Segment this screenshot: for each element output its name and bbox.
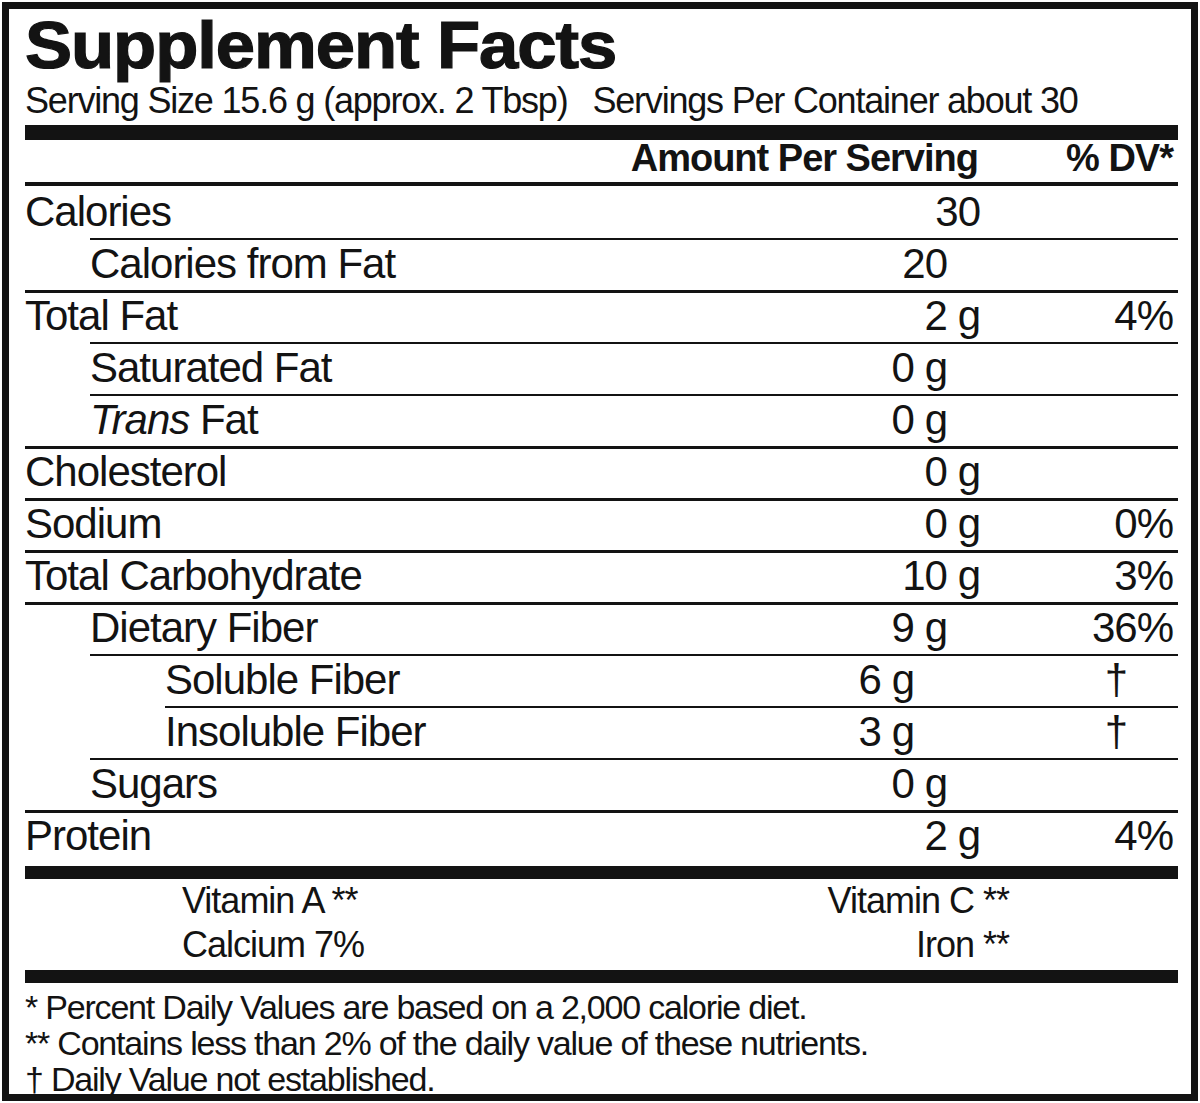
nutrient-label: Soluble Fiber: [165, 654, 399, 706]
table-row: Trans Fat 0 g: [25, 394, 1178, 446]
footnote-line: * Percent Daily Values are based on a 2,…: [25, 989, 1178, 1025]
table-row: Dietary Fiber 9 g 36%: [25, 602, 1178, 654]
table-row: Calories 30: [25, 186, 1178, 238]
serving-size-text: Serving Size 15.6 g (approx. 2 Tbsp): [25, 81, 567, 121]
micronutrient-left: Vitamin A **: [182, 879, 357, 923]
nutrient-amount: 2 g: [925, 810, 980, 862]
table-row: Insoluble Fiber 3 g †: [25, 706, 1178, 758]
nutrient-amount: 20: [902, 238, 947, 290]
micronutrient-right: Iron **: [916, 923, 1009, 967]
nutrient-label: Insoluble Fiber: [165, 706, 425, 758]
table-row: Total Carbohydrate 10 g 3%: [25, 550, 1178, 602]
nutrient-label: Saturated Fat: [90, 342, 331, 394]
table-row: Protein 2 g 4%: [25, 810, 1178, 862]
footnotes-section: * Percent Daily Values are based on a 2,…: [25, 983, 1178, 1097]
nutrient-dv: 4%: [1114, 810, 1173, 862]
nutrient-dv: 3%: [1114, 550, 1173, 602]
dv-column-header: % DV*: [1066, 137, 1173, 180]
nutrient-label: Total Carbohydrate: [25, 550, 362, 602]
row-separator: [25, 290, 1178, 293]
row-separator: [25, 810, 1178, 813]
nutrient-dv: 36%: [1092, 602, 1173, 654]
amount-column-header: Amount Per Serving: [631, 137, 978, 180]
nutrient-amount: 0 g: [892, 758, 947, 810]
nutrient-dv: 0%: [1114, 498, 1173, 550]
nutrient-dv: †: [1105, 706, 1127, 758]
nutrient-dv: 4%: [1114, 290, 1173, 342]
page-title: Supplement Facts: [25, 13, 1198, 77]
nutrient-label: Trans Fat: [90, 394, 258, 446]
footnote-line: ** Contains less than 2% of the daily va…: [25, 1025, 1178, 1061]
nutrient-amount: 9 g: [892, 602, 947, 654]
nutrient-label: Total Fat: [25, 290, 177, 342]
nutrient-amount: 3 g: [859, 706, 914, 758]
servings-per-container-text: Servings Per Container about 30: [592, 81, 1077, 121]
nutrient-amount: 2 g: [925, 290, 980, 342]
nutrient-label: Sugars: [90, 758, 217, 810]
footnotes-separator-bar: [25, 970, 1178, 983]
nutrient-amount: 30: [935, 186, 980, 238]
table-row: Sugars 0 g: [25, 758, 1178, 810]
nutrient-rows: Calories 30 Calories from Fat 20 Total Fat 2 …: [25, 186, 1178, 862]
nutrient-label: Protein: [25, 810, 151, 862]
micronutrient-right: Vitamin C **: [828, 879, 1009, 923]
table-row: Saturated Fat 0 g: [25, 342, 1178, 394]
nutrient-dv: †: [1105, 654, 1127, 706]
row-separator: [90, 758, 1178, 760]
nutrient-amount: 0 g: [925, 446, 980, 498]
nutrient-amount: 10 g: [902, 550, 980, 602]
nutrient-amount: 6 g: [859, 654, 914, 706]
table-row: Total Fat 2 g 4%: [25, 290, 1178, 342]
table-row: Cholesterol 0 g: [25, 446, 1178, 498]
nutrient-amount: 0 g: [925, 498, 980, 550]
supplement-facts-label: Supplement Facts Serving Size 15.6 g (ap…: [2, 2, 1198, 1101]
micronutrient-row: Vitamin A ** Vitamin C **: [25, 879, 1178, 923]
table-row: Soluble Fiber 6 g †: [25, 654, 1178, 706]
footnote-line: † Daily Value not established.: [25, 1061, 1178, 1097]
micronutrient-row: Calcium 7% Iron **: [25, 923, 1178, 967]
nutrient-label: Dietary Fiber: [90, 602, 317, 654]
nutrient-label: Sodium: [25, 498, 161, 550]
header-separator-bar: [25, 125, 1178, 140]
nutrient-amount: 0 g: [892, 342, 947, 394]
table-row: Sodium 0 g 0%: [25, 498, 1178, 550]
nutrient-label: Calories: [25, 186, 171, 238]
micronutrient-left: Calcium 7%: [182, 923, 364, 967]
table-row: Calories from Fat 20: [25, 238, 1178, 290]
nutrient-label: Calories from Fat: [90, 238, 395, 290]
vitamins-separator-bar: [25, 866, 1178, 879]
column-header-row: Amount Per Serving % DV*: [25, 140, 1178, 182]
row-separator: [25, 498, 1178, 501]
nutrient-amount: 0 g: [892, 394, 947, 446]
serving-info: Serving Size 15.6 g (approx. 2 Tbsp) Ser…: [25, 81, 1178, 121]
micronutrients-section: Vitamin A ** Vitamin C ** Calcium 7% Iron *…: [25, 879, 1178, 967]
nutrient-label: Cholesterol: [25, 446, 226, 498]
